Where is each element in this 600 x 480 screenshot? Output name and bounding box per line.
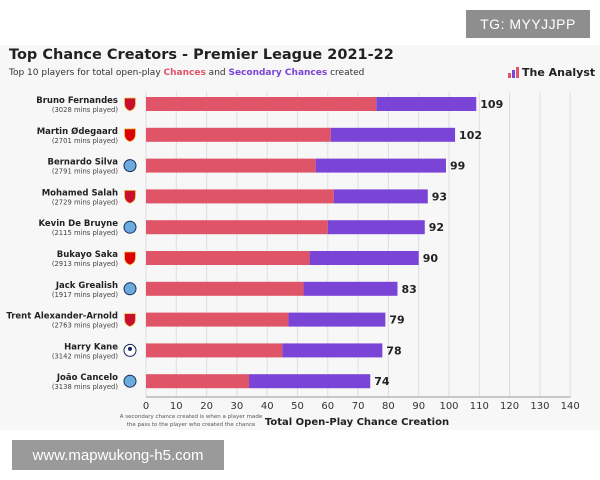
player-minutes: (1917 mins played): [52, 291, 119, 299]
player-minutes: (2115 mins played): [52, 229, 119, 237]
bar-secondary: [309, 251, 419, 265]
total-value-label: 93: [432, 190, 447, 203]
player-name: Trent Alexander-Arnold: [6, 312, 118, 322]
analyst-logo-icon: [508, 67, 519, 78]
x-tick-label: 50: [291, 401, 304, 412]
liverpool-badge-icon: [124, 313, 136, 328]
bar-secondary: [376, 97, 477, 111]
player-name: Jack Grealish: [55, 281, 118, 291]
man-city-badge-icon: [123, 220, 137, 234]
x-tick-label: 10: [170, 401, 183, 412]
total-value-label: 83: [401, 283, 416, 296]
subtitle-chances: Chances: [163, 68, 206, 78]
bar-secondary: [330, 127, 456, 142]
bar-chances: [146, 189, 334, 204]
subtitle-suffix: created: [327, 68, 365, 78]
man-city-badge-icon: [123, 282, 137, 296]
bar-secondary: [288, 312, 386, 327]
bar-chances: [146, 127, 331, 142]
footnote-line: A secondary chance created is when a pla…: [120, 414, 263, 420]
watermark-top: TG: MYYJJPP: [466, 10, 590, 38]
player-minutes: (2913 mins played): [52, 260, 119, 268]
player-name: Bruno Fernandes: [36, 96, 118, 106]
bar-chances: [146, 374, 250, 389]
player-minutes: (3028 mins played): [52, 106, 119, 114]
total-value-label: 99: [450, 160, 465, 173]
total-value-label: 79: [389, 314, 404, 327]
arsenal-badge-icon: [124, 128, 136, 143]
player-minutes: (3138 mins played): [52, 383, 119, 391]
total-value-label: 90: [423, 252, 439, 265]
subtitle-secondary: Secondary Chances: [228, 68, 328, 78]
player-name: Harry Kane: [64, 342, 118, 352]
player-name: Mohamed Salah: [42, 188, 118, 198]
footnote-line: the pass to the player who created the c…: [127, 422, 256, 428]
x-tick-label: 30: [231, 401, 244, 412]
total-value-label: 78: [386, 344, 401, 357]
player-name: Kevin De Bruyne: [38, 219, 118, 229]
x-tick-label: 80: [382, 401, 395, 412]
bar-secondary: [315, 158, 446, 173]
x-tick-label: 40: [261, 401, 274, 412]
player-name: João Cancelo: [56, 373, 118, 383]
brand-label: The Analyst: [522, 66, 596, 79]
x-axis-label: Total Open-Play Chance Creation: [265, 417, 449, 428]
total-value-label: 74: [374, 375, 390, 388]
x-tick-label: 70: [352, 401, 365, 412]
bar-chances: [146, 158, 316, 173]
player-name: Bernardo Silva: [47, 158, 118, 168]
subtitle-prefix: Top 10 players for total open-play: [9, 68, 164, 78]
tottenham-cockerel-icon: [128, 346, 132, 351]
player-name: Bukayo Saka: [57, 250, 119, 260]
man-utd-badge-icon: [124, 97, 136, 112]
player-minutes: (2729 mins played): [52, 198, 119, 206]
total-value-label: 109: [480, 98, 503, 111]
subtitle-and: and: [205, 68, 229, 78]
player-minutes: (2701 mins played): [52, 137, 119, 145]
bar-chances: [146, 251, 310, 265]
player-minutes: (2763 mins played): [52, 322, 119, 330]
chart-title: Top Chance Creators - Premier League 202…: [9, 47, 394, 63]
x-tick-label: 130: [530, 401, 549, 412]
chart-subtitle: Top 10 players for total open-play Chanc…: [9, 68, 364, 78]
man-city-badge-icon: [123, 374, 137, 388]
player-minutes: (3142 mins played): [52, 352, 119, 360]
bar-chances: [146, 343, 283, 358]
bar-secondary: [249, 374, 371, 389]
x-tick-label: 140: [561, 401, 580, 412]
bar-secondary: [303, 281, 398, 296]
bar-secondary: [282, 343, 383, 358]
x-tick-label: 20: [200, 401, 213, 412]
bar-chances: [146, 281, 304, 296]
bar-secondary: [327, 220, 425, 235]
x-tick-label: 0: [143, 401, 149, 412]
x-tick-label: 90: [412, 401, 425, 412]
x-tick-label: 120: [500, 401, 519, 412]
x-tick-label: 110: [470, 401, 489, 412]
total-value-label: 92: [429, 221, 444, 234]
bar-chances: [146, 220, 328, 235]
liverpool-badge-icon: [124, 190, 136, 204]
man-city-badge-icon: [123, 159, 137, 173]
total-value-label: 102: [459, 129, 482, 142]
bar-chances: [146, 312, 289, 327]
player-name: Martin Ødegaard: [37, 126, 118, 137]
bar-secondary: [333, 189, 428, 204]
x-tick-label: 100: [439, 401, 458, 412]
x-tick-label: 60: [321, 401, 334, 412]
watermark-bottom: www.mapwukong-h5.com: [12, 440, 224, 470]
bar-chances: [146, 97, 377, 111]
player-minutes: (2791 mins played): [52, 168, 119, 176]
arsenal-badge-icon: [124, 251, 136, 266]
